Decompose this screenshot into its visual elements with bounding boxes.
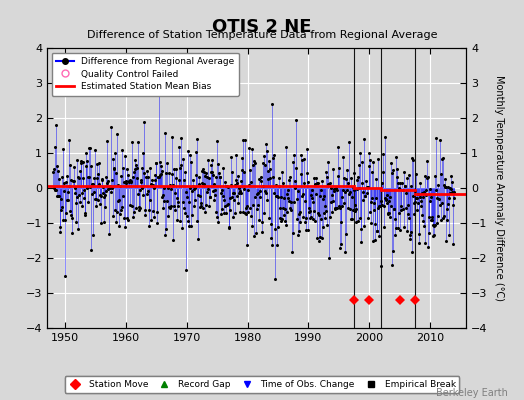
Text: Difference of Station Temperature Data from Regional Average: Difference of Station Temperature Data f… xyxy=(87,30,437,40)
Legend: Station Move, Record Gap, Time of Obs. Change, Empirical Break: Station Move, Record Gap, Time of Obs. C… xyxy=(64,376,460,392)
Y-axis label: Monthly Temperature Anomaly Difference (°C): Monthly Temperature Anomaly Difference (… xyxy=(494,75,505,301)
Legend: Difference from Regional Average, Quality Control Failed, Estimated Station Mean: Difference from Regional Average, Qualit… xyxy=(52,52,239,96)
Text: OTIS 2 NE: OTIS 2 NE xyxy=(212,18,312,36)
Text: Berkeley Earth: Berkeley Earth xyxy=(436,388,508,398)
